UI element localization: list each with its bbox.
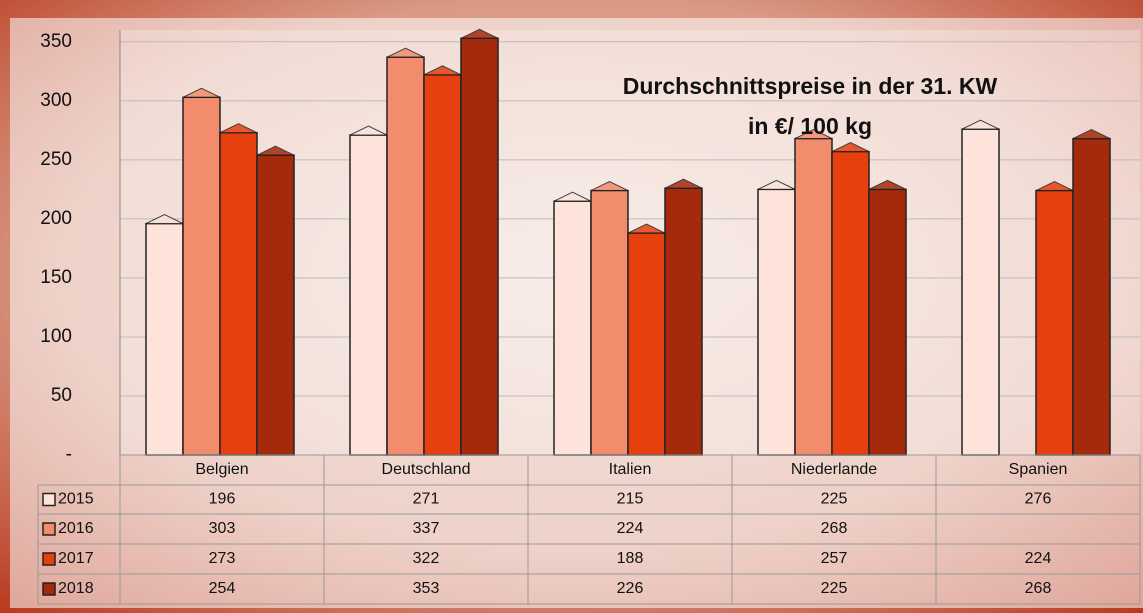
bar	[256, 154, 295, 456]
bar-cap	[961, 119, 1000, 130]
table-value: 337	[413, 520, 440, 537]
bar	[182, 96, 221, 456]
bar-cap	[256, 145, 295, 156]
table-value: 226	[617, 580, 644, 597]
table-value: 276	[1025, 491, 1052, 508]
category-label: Niederlande	[791, 461, 877, 478]
bar-cap	[831, 142, 870, 153]
legend-label: 2018	[58, 580, 94, 597]
bar	[831, 150, 870, 456]
bar	[1035, 189, 1074, 456]
bar	[145, 222, 184, 456]
bar	[553, 200, 592, 456]
bar	[1072, 137, 1111, 456]
category-label: Belgien	[195, 461, 248, 478]
bar	[423, 74, 462, 456]
bar-cap	[219, 123, 258, 134]
table-value: 254	[209, 580, 236, 597]
bar-cap	[664, 178, 703, 189]
y-tick-label: -	[66, 444, 72, 465]
legend-key	[42, 492, 56, 507]
legend-label: 2017	[58, 550, 94, 567]
bar-cap	[423, 65, 462, 76]
bar-cap	[590, 180, 629, 192]
bar-cap	[1035, 180, 1074, 192]
legend-key	[42, 552, 56, 566]
bar-cap	[757, 179, 796, 190]
chart-subtitle: in €/ 100 kg	[748, 113, 872, 139]
category-label: Spanien	[1009, 461, 1068, 478]
table-value: 353	[413, 580, 440, 597]
table-value: 224	[617, 520, 644, 537]
bar-cap	[349, 125, 388, 136]
y-tick-label: 300	[40, 90, 72, 111]
bar-cap	[182, 87, 221, 98]
table-value: 225	[821, 580, 848, 597]
table-value: 322	[413, 550, 440, 567]
table-value: 273	[209, 550, 236, 567]
bar-cap	[868, 179, 907, 190]
bar	[664, 187, 703, 456]
bar	[794, 137, 833, 456]
bar	[386, 56, 425, 456]
table-value: 268	[821, 520, 848, 537]
bar	[868, 188, 907, 456]
y-tick-label: 150	[40, 267, 72, 288]
y-tick-label: 50	[51, 385, 72, 406]
bar	[757, 188, 796, 456]
bar-cap	[553, 191, 592, 202]
y-tick-label: 200	[40, 208, 72, 229]
category-label: Deutschland	[382, 461, 471, 478]
y-tick-label: 100	[40, 326, 72, 347]
chart-title: Durchschnittspreise in der 31. KW	[623, 73, 998, 99]
table-value: 224	[1025, 550, 1052, 567]
bar-cap	[1072, 129, 1111, 140]
legend-key	[42, 522, 56, 536]
legend-key	[42, 582, 56, 596]
bar	[349, 134, 388, 456]
table-value: 257	[821, 550, 848, 567]
table-value: 196	[209, 491, 236, 508]
bar	[460, 37, 499, 456]
table-value: 303	[209, 520, 236, 537]
bar	[627, 232, 666, 456]
bar-cap	[386, 47, 425, 58]
legend-label: 2016	[58, 520, 94, 537]
table-value: 215	[617, 491, 644, 508]
bar	[590, 189, 629, 456]
bar	[961, 128, 1000, 456]
table-value: 188	[617, 550, 644, 567]
bar	[219, 131, 258, 456]
bar-cap	[460, 28, 499, 39]
table-value: 271	[413, 491, 440, 508]
y-tick-label: 350	[40, 31, 72, 52]
table-value: 225	[821, 491, 848, 508]
bar-cap	[794, 129, 833, 140]
category-label: Italien	[609, 461, 652, 478]
bar-cap	[145, 214, 184, 225]
y-tick-label: 250	[40, 149, 72, 170]
table-value: 268	[1025, 580, 1052, 597]
legend-label: 2015	[58, 491, 94, 508]
bar-cap	[627, 223, 666, 234]
